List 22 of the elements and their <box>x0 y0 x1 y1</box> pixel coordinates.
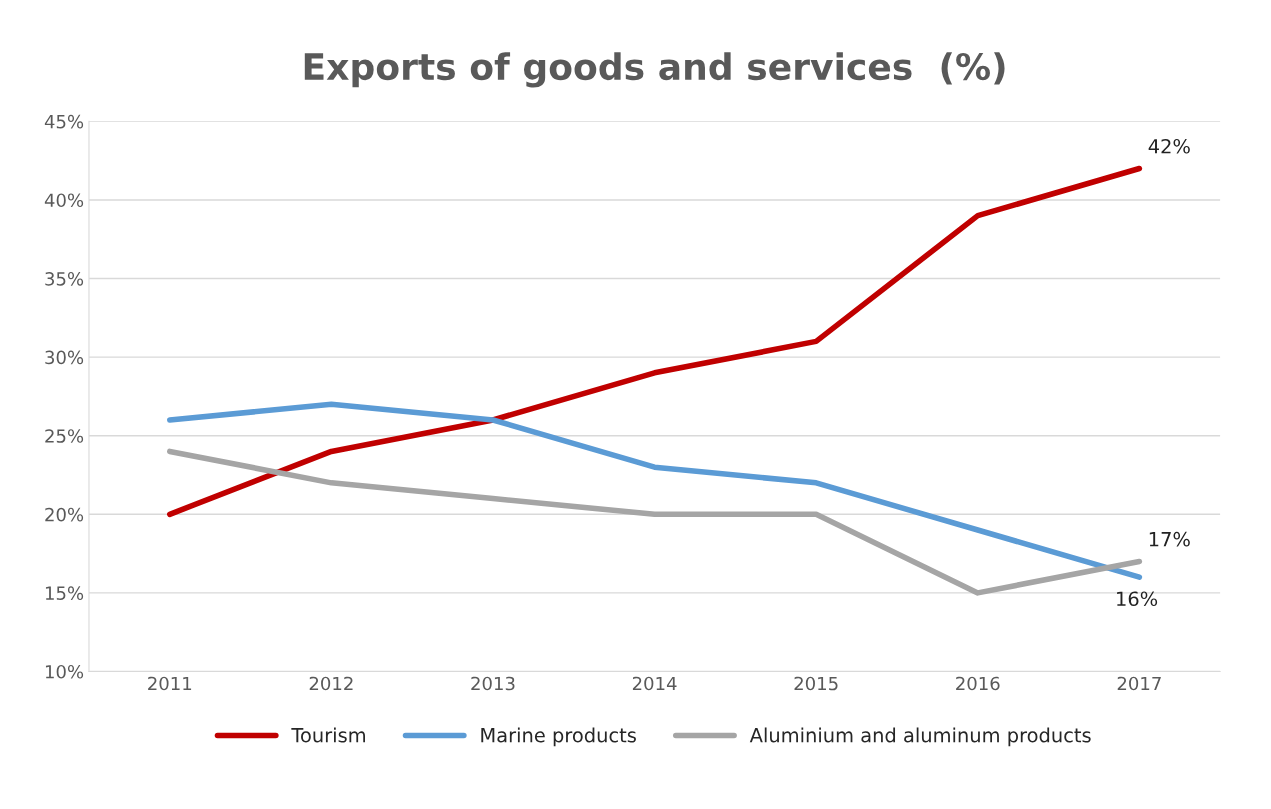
y-tick-label: 45% <box>44 114 84 129</box>
data-label: 17% <box>1149 531 1190 547</box>
legend-label: Tourism <box>291 727 365 743</box>
y-tick-label: 25% <box>45 429 84 443</box>
chart-title: Exports of goods and services (%) <box>304 52 1005 88</box>
data-label: 16% <box>1117 591 1158 607</box>
y-tick-label: 20% <box>45 507 84 522</box>
y-tick-label: 10% <box>45 664 84 679</box>
y-tick-label: 40% <box>44 193 84 208</box>
legend-label: Marine products <box>481 727 636 747</box>
legend-label: Aluminium and aluminum products <box>749 727 1091 747</box>
x-tick-label: 2012 <box>309 676 353 691</box>
data-label: 42% <box>1148 138 1190 154</box>
x-tick-label: 2016 <box>956 676 1000 691</box>
x-tick-label: 2015 <box>794 676 838 691</box>
y-tick-label: 15% <box>45 586 84 600</box>
x-tick-label: 2013 <box>471 676 515 691</box>
y-tick-label: 35% <box>45 271 84 286</box>
y-tick-label: 30% <box>45 350 84 365</box>
x-tick-label: 2014 <box>632 676 677 691</box>
x-tick-label: 2011 <box>148 676 192 691</box>
x-tick-label: 2017 <box>1117 676 1161 691</box>
